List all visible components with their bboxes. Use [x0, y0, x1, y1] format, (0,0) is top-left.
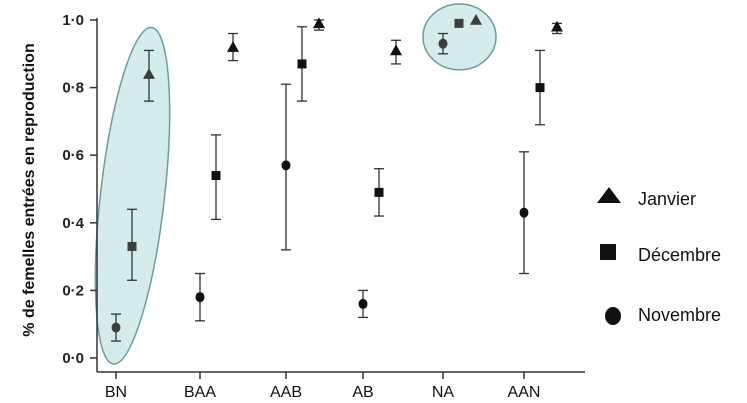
y-tick-label: 0·0 — [62, 350, 84, 367]
legend-label: Janvier — [638, 189, 696, 209]
x-category-label: BAA — [184, 384, 216, 401]
point-dcembre-aan — [535, 83, 545, 93]
point-janvier-aab — [313, 17, 325, 29]
x-category-label: NA — [432, 384, 455, 401]
highlight-ellipse-na — [422, 3, 497, 71]
x-categories: BN BAA AAB AB NA AAN — [105, 372, 541, 401]
point-dcembre-na — [454, 18, 464, 28]
point-novembre-baa — [195, 292, 205, 303]
point-janvier-na — [470, 14, 482, 25]
legend-marker-decembre — [600, 244, 616, 260]
data-marks — [111, 14, 563, 342]
point-dcembre-bn — [127, 241, 137, 251]
y-tick-label: 0·4 — [62, 215, 84, 232]
point-dcembre-aab — [297, 59, 307, 69]
y-axis-label: % de femelles entrées en reproduction — [21, 43, 38, 336]
y-ticks: 0·0 0·2 0·4 0·6 0·8 1·0 — [62, 12, 97, 367]
point-janvier-bn — [143, 68, 155, 79]
point-janvier-aan — [551, 20, 563, 32]
point-janvier-ab — [390, 44, 402, 56]
point-dcembre-ab — [374, 187, 384, 197]
point-janvier-baa — [227, 41, 239, 52]
highlight-ellipse-bn — [94, 26, 171, 365]
legend: Janvier Décembre Novembre — [597, 187, 721, 325]
point-novembre-bn — [111, 322, 121, 333]
y-tick-label: 0·2 — [62, 282, 84, 299]
x-category-label: AAN — [508, 384, 541, 401]
x-category-label: AB — [352, 384, 373, 401]
legend-marker-novembre — [605, 307, 621, 325]
y-tick-label: 1·0 — [62, 12, 84, 29]
axes — [96, 18, 585, 373]
point-novembre-na — [438, 38, 448, 49]
legend-label: Novembre — [638, 305, 721, 325]
y-tick-label: 0·6 — [62, 147, 84, 164]
point-novembre-ab — [358, 298, 368, 309]
legend-label: Décembre — [638, 245, 721, 265]
y-tick-label: 0·8 — [62, 80, 84, 97]
highlight-layer — [94, 3, 497, 365]
point-novembre-aab — [281, 160, 291, 171]
point-novembre-aan — [519, 207, 529, 218]
legend-marker-janvier — [597, 187, 621, 203]
point-dcembre-baa — [211, 170, 221, 180]
x-category-label: BN — [105, 384, 127, 401]
x-category-label: AAB — [270, 384, 302, 401]
